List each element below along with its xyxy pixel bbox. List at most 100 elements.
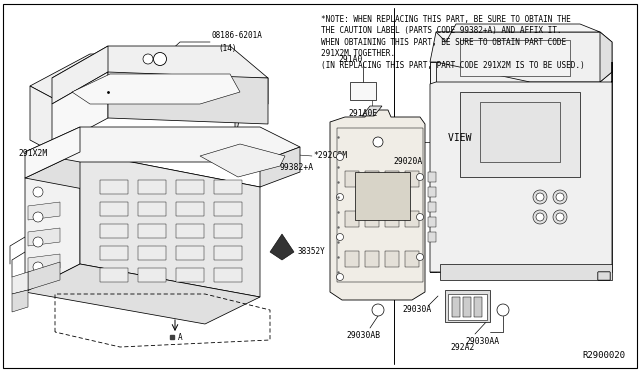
Polygon shape: [385, 211, 399, 227]
Polygon shape: [600, 32, 612, 82]
Circle shape: [154, 52, 166, 65]
Polygon shape: [260, 147, 300, 187]
Circle shape: [553, 210, 567, 224]
Circle shape: [337, 193, 344, 201]
Polygon shape: [52, 46, 108, 104]
Polygon shape: [598, 272, 610, 280]
Polygon shape: [436, 24, 600, 42]
Text: 29030AB: 29030AB: [346, 331, 380, 340]
Polygon shape: [100, 180, 128, 194]
Text: 8: 8: [158, 57, 162, 61]
Polygon shape: [448, 294, 487, 320]
Circle shape: [556, 193, 564, 201]
Polygon shape: [176, 224, 204, 238]
Text: R2900020: R2900020: [582, 351, 625, 360]
Polygon shape: [25, 127, 300, 162]
Circle shape: [143, 54, 153, 64]
Polygon shape: [480, 102, 560, 162]
Polygon shape: [385, 171, 399, 187]
Polygon shape: [100, 224, 128, 238]
Polygon shape: [12, 272, 28, 294]
Polygon shape: [405, 211, 419, 227]
Polygon shape: [176, 246, 204, 260]
Polygon shape: [25, 127, 80, 178]
Circle shape: [33, 187, 43, 197]
Polygon shape: [385, 251, 399, 267]
Polygon shape: [100, 202, 128, 216]
Circle shape: [372, 304, 384, 316]
Polygon shape: [176, 268, 204, 282]
Polygon shape: [30, 86, 75, 164]
Polygon shape: [80, 152, 260, 297]
Polygon shape: [445, 290, 490, 322]
Text: 291A0: 291A0: [338, 55, 362, 64]
Circle shape: [417, 173, 424, 180]
Polygon shape: [430, 32, 612, 82]
Polygon shape: [345, 171, 359, 187]
Polygon shape: [428, 217, 436, 227]
Text: 08186-6201A: 08186-6201A: [212, 32, 263, 41]
Polygon shape: [365, 211, 379, 227]
Polygon shape: [428, 187, 436, 197]
Text: (14): (14): [218, 44, 237, 52]
Polygon shape: [452, 297, 460, 317]
Text: 38352Y: 38352Y: [298, 247, 326, 257]
Polygon shape: [598, 272, 610, 280]
Circle shape: [533, 210, 547, 224]
Polygon shape: [28, 254, 60, 272]
Polygon shape: [430, 62, 612, 272]
Polygon shape: [355, 172, 410, 220]
Polygon shape: [52, 46, 268, 78]
Polygon shape: [474, 297, 482, 317]
Polygon shape: [30, 54, 240, 110]
Polygon shape: [428, 172, 436, 182]
Polygon shape: [28, 228, 60, 246]
Circle shape: [33, 262, 43, 272]
Polygon shape: [365, 251, 379, 267]
Polygon shape: [362, 106, 382, 116]
Text: 292A2: 292A2: [450, 343, 474, 352]
Circle shape: [417, 214, 424, 221]
Polygon shape: [350, 82, 376, 100]
Polygon shape: [28, 202, 60, 220]
Text: 291X2M TOGETHER.: 291X2M TOGETHER.: [321, 49, 395, 58]
Polygon shape: [345, 211, 359, 227]
Circle shape: [553, 190, 567, 204]
Polygon shape: [270, 234, 294, 260]
Polygon shape: [176, 180, 204, 194]
Polygon shape: [460, 92, 580, 177]
Polygon shape: [52, 72, 108, 148]
Circle shape: [33, 212, 43, 222]
Circle shape: [533, 190, 547, 204]
Polygon shape: [235, 86, 240, 140]
Circle shape: [536, 213, 544, 221]
Polygon shape: [430, 62, 612, 272]
Polygon shape: [138, 268, 166, 282]
Polygon shape: [428, 202, 436, 212]
Circle shape: [417, 253, 424, 260]
Text: VIEW  A: VIEW A: [448, 133, 489, 143]
Circle shape: [33, 237, 43, 247]
Polygon shape: [138, 180, 166, 194]
Polygon shape: [138, 224, 166, 238]
Circle shape: [337, 273, 344, 280]
Text: 99382+A: 99382+A: [280, 164, 314, 173]
Polygon shape: [214, 246, 242, 260]
Polygon shape: [214, 268, 242, 282]
Circle shape: [497, 304, 509, 316]
Polygon shape: [598, 272, 610, 280]
Polygon shape: [214, 180, 242, 194]
Circle shape: [337, 234, 344, 241]
Polygon shape: [100, 268, 128, 282]
Polygon shape: [28, 262, 60, 290]
Text: 29030AA: 29030AA: [465, 337, 499, 346]
Polygon shape: [405, 251, 419, 267]
Text: *NOTE: WHEN REPLACING THIS PART, BE SURE TO OBTAIN THE: *NOTE: WHEN REPLACING THIS PART, BE SURE…: [321, 15, 571, 24]
Text: 29020A: 29020A: [393, 157, 422, 167]
Circle shape: [337, 154, 344, 160]
Text: 291A0E: 291A0E: [348, 109, 377, 119]
Polygon shape: [138, 246, 166, 260]
Circle shape: [373, 137, 383, 147]
Text: THE CAUTION LABEL (PARTS CODE 99382+A) AND AFFIX IT.: THE CAUTION LABEL (PARTS CODE 99382+A) A…: [321, 26, 561, 35]
Text: 29030A: 29030A: [402, 305, 431, 314]
